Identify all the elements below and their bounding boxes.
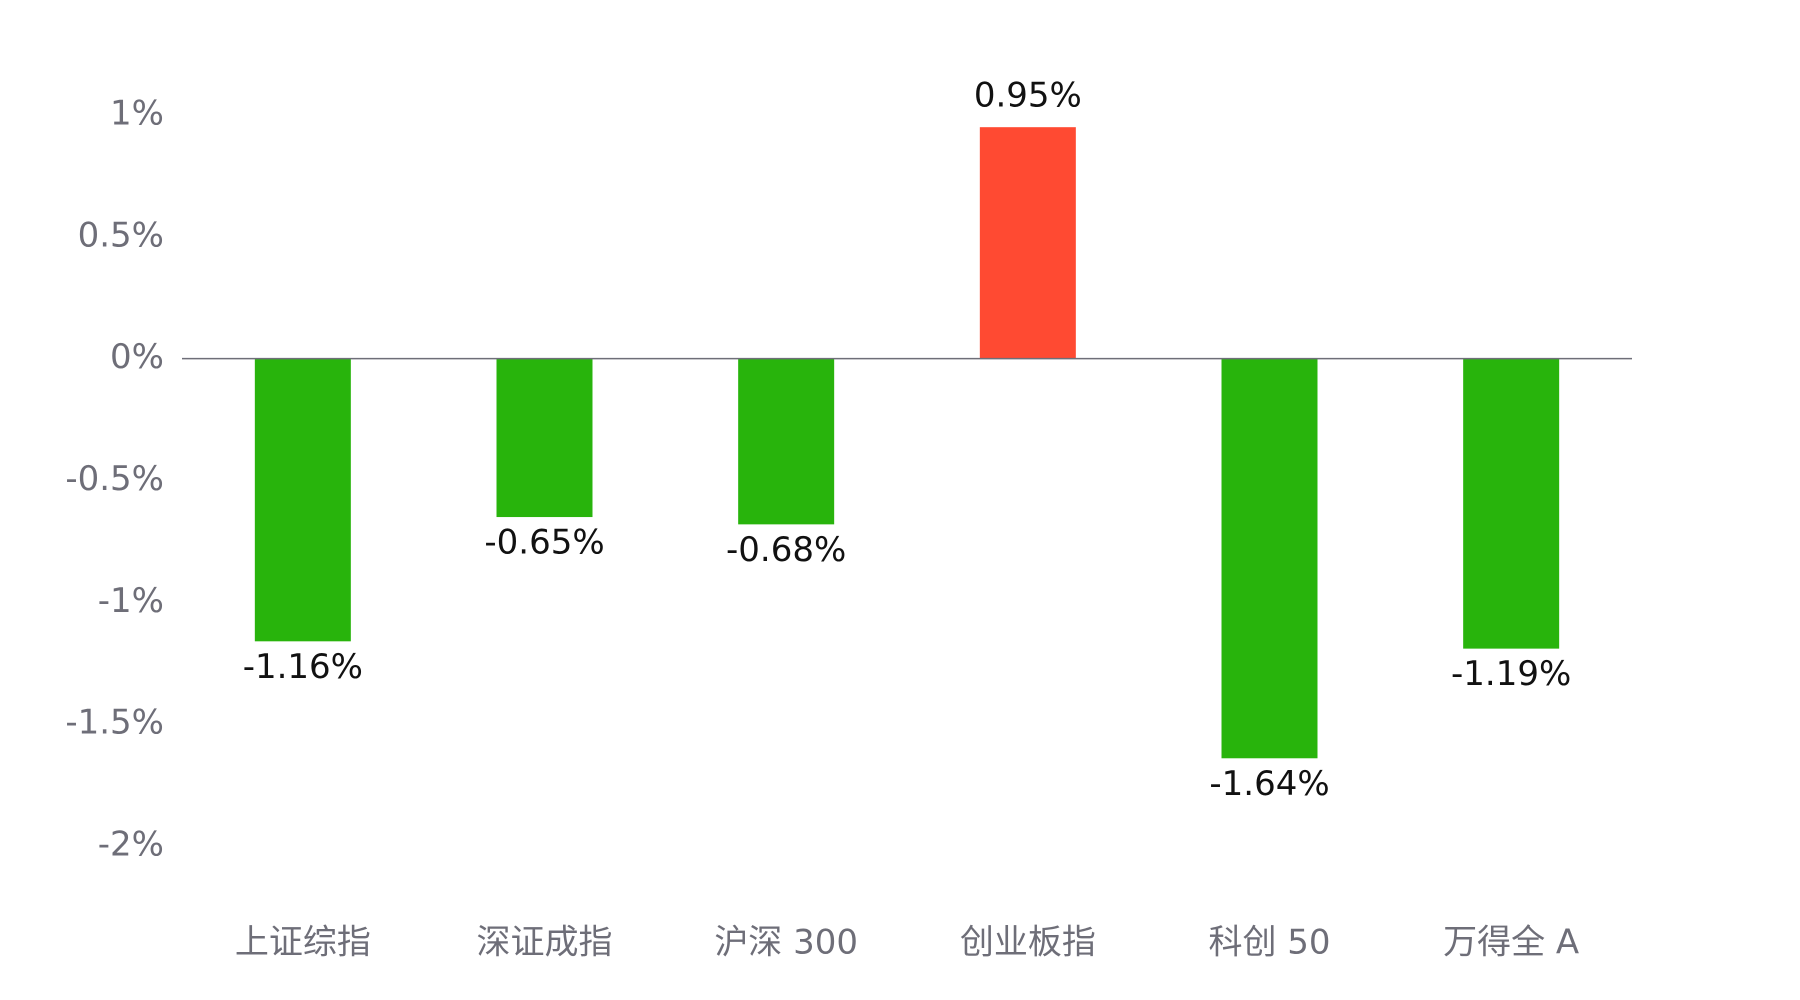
x-tick-label: 科创 50 [1208, 923, 1330, 963]
y-tick-label: -2% [98, 825, 164, 865]
y-tick-label: 1% [110, 94, 164, 134]
y-tick-label: 0.5% [78, 215, 164, 255]
x-tick-label: 创业板指 [960, 923, 1096, 963]
value-label: 0.95% [974, 76, 1082, 116]
value-label: -1.19% [1451, 654, 1571, 694]
value-label: -1.64% [1209, 764, 1329, 804]
value-label: -0.68% [726, 530, 846, 570]
bar [1221, 358, 1318, 759]
bar [254, 358, 351, 642]
y-tick-label: -0.5% [65, 459, 164, 499]
y-tick-label: 0% [110, 337, 164, 377]
x-tick-label: 万得全 A [1443, 923, 1579, 963]
value-label: -1.16% [243, 647, 363, 687]
x-tick-label: 沪深 300 [714, 923, 858, 963]
bar [496, 358, 593, 518]
bar [979, 127, 1076, 359]
x-tick-label: 上证综指 [235, 923, 371, 963]
y-tick-label: -1% [98, 581, 164, 621]
value-label: -0.65% [484, 523, 604, 563]
bar [1463, 358, 1560, 649]
bar [738, 358, 835, 525]
x-tick-label: 深证成指 [477, 923, 613, 963]
y-tick-label: -1.5% [65, 703, 164, 743]
